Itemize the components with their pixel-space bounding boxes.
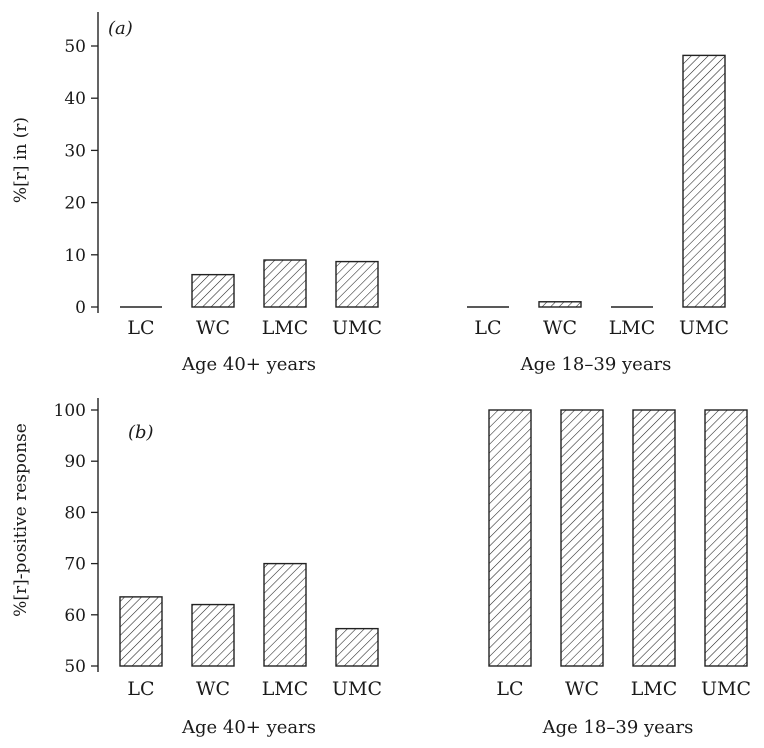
panel-label: (b): [128, 422, 154, 443]
bar-umc: [335, 260, 379, 308]
chart-panel-b: 50 60 70 80 90 100 %[r]-positive response (b) LC…: [11, 398, 751, 738]
group-label: Age 40+ years: [181, 717, 316, 738]
category-label: WC: [565, 678, 599, 700]
category-label: UMC: [679, 317, 729, 339]
bar-wc: [191, 273, 235, 308]
bar-lc: [488, 409, 532, 667]
y-tick-label: 0: [75, 298, 86, 318]
group-label: Age 18–39 years: [542, 717, 694, 738]
bar-umc: [335, 627, 379, 667]
category-label: LC: [474, 317, 501, 339]
y-tick-label: 70: [64, 555, 86, 575]
y-tick-label: 50: [64, 37, 86, 57]
y-tick-label: 10: [64, 246, 86, 266]
bar-wc: [560, 409, 604, 667]
category-label: LMC: [609, 317, 656, 339]
y-tick-label: 100: [54, 401, 86, 421]
y-tick-label: 80: [64, 503, 86, 523]
group-label: Age 40+ years: [181, 354, 316, 375]
chart-panel-a: 0 10 20 30 40 50 %[r] in (r) (a) LC WC LMC UMC Age 4…: [11, 12, 729, 375]
panel-label: (a): [108, 18, 133, 39]
category-label: WC: [543, 317, 577, 339]
y-tick-label: 30: [64, 141, 86, 161]
bar-wc: [191, 603, 235, 667]
category-label: LC: [127, 678, 154, 700]
group-label: Age 18–39 years: [520, 354, 672, 375]
category-label: WC: [196, 317, 230, 339]
y-tick-label: 50: [64, 657, 86, 677]
category-label: LMC: [262, 317, 309, 339]
y-tick-label: 60: [64, 606, 86, 626]
category-label: WC: [196, 678, 230, 700]
bar-lmc: [263, 259, 307, 308]
y-tick-label: 90: [64, 452, 86, 472]
bar-umc: [704, 409, 748, 667]
category-label: UMC: [332, 317, 382, 339]
bar-lmc: [632, 409, 676, 667]
category-label: UMC: [701, 678, 751, 700]
y-axis-label: %[r] in (r): [11, 117, 31, 203]
bar-umc: [682, 54, 726, 308]
category-label: LMC: [631, 678, 678, 700]
category-label: UMC: [332, 678, 382, 700]
y-tick-label: 20: [64, 194, 86, 214]
category-label: LC: [127, 317, 154, 339]
bar-wc: [538, 301, 582, 308]
y-tick-label: 40: [64, 89, 86, 109]
category-label: LMC: [262, 678, 309, 700]
bar-lc: [119, 596, 163, 667]
category-label: LC: [496, 678, 523, 700]
y-axis-label: %[r]-positive response: [11, 423, 31, 617]
bar-lmc: [263, 562, 307, 667]
